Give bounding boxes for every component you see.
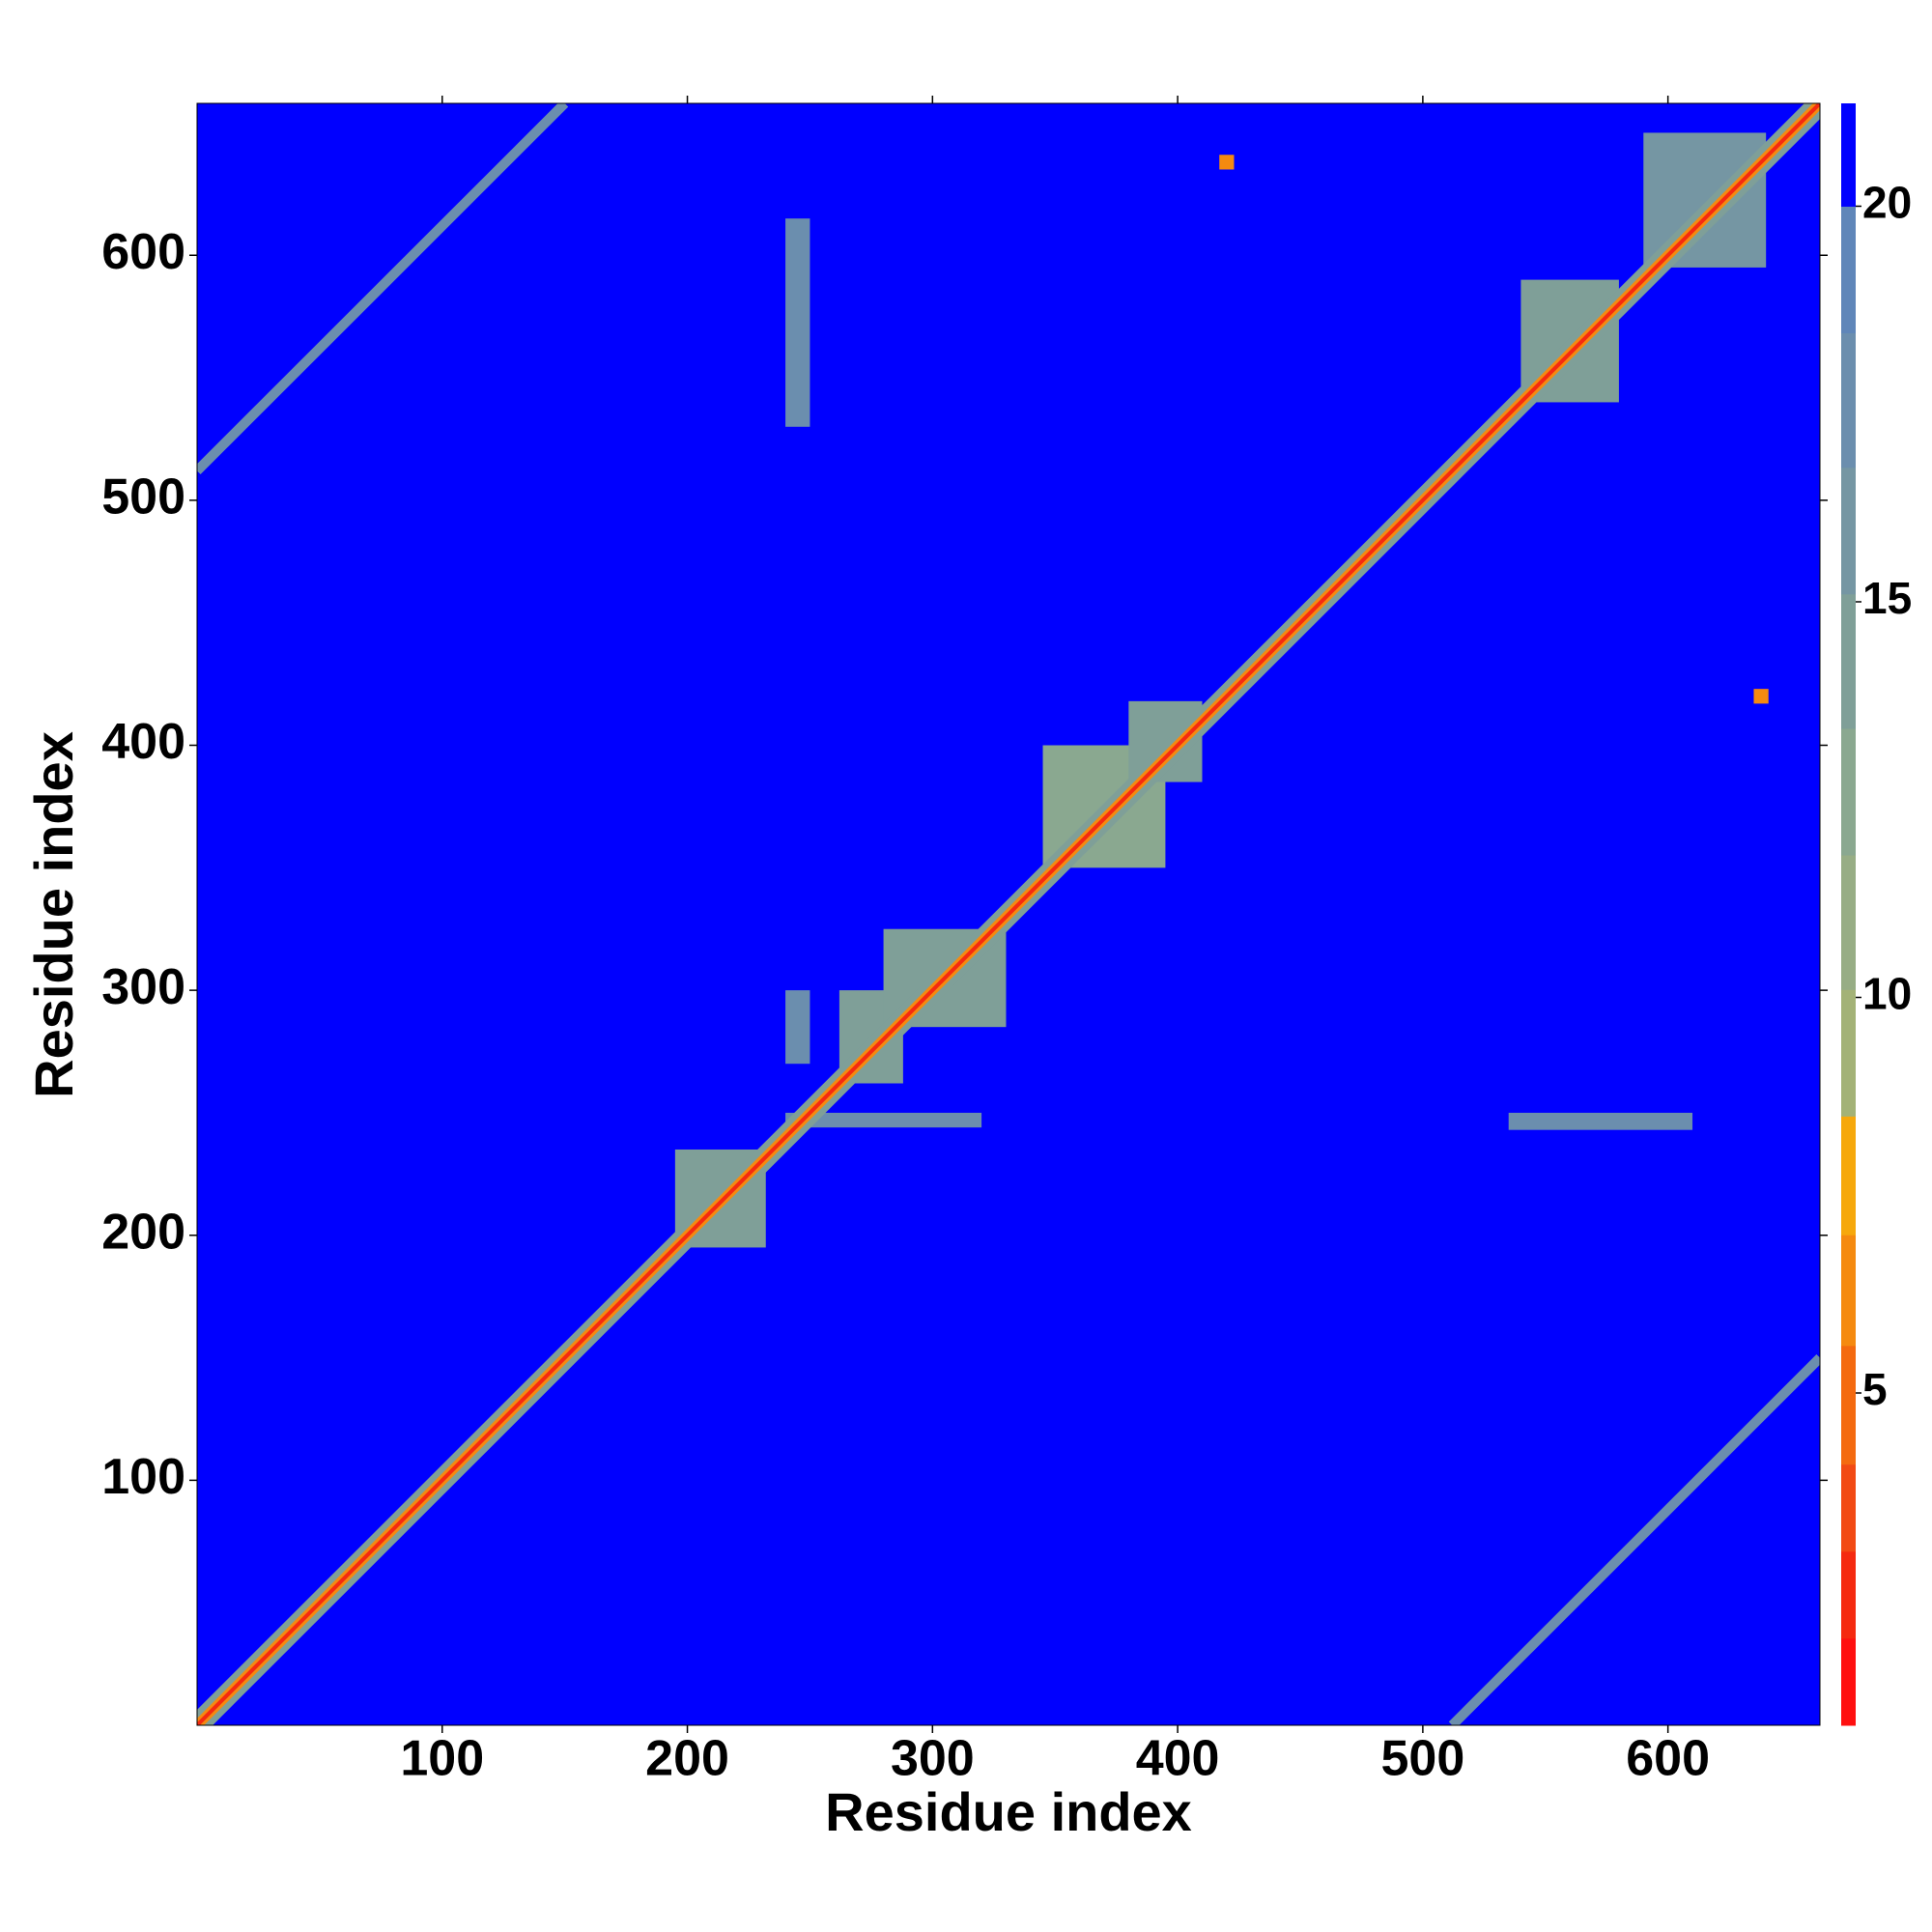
colorbar-segment	[1841, 206, 1856, 334]
contact-patch	[1753, 689, 1769, 704]
contact-patch	[785, 1112, 982, 1128]
colorbar-segment	[1841, 1235, 1856, 1347]
colorbar-segment	[1841, 1116, 1856, 1236]
plot-area	[197, 103, 1820, 1725]
contact-patch	[1508, 1112, 1693, 1130]
colorbar-segment	[1841, 1550, 1856, 1639]
y-tick-label: 400	[101, 714, 185, 770]
contact-band	[197, 103, 1820, 1725]
colorbar-segment	[1841, 1463, 1856, 1552]
colorbar-segment	[1841, 332, 1856, 469]
contact-patch	[785, 218, 810, 427]
y-tick-label: 200	[101, 1204, 185, 1260]
colorbar-segment	[1841, 467, 1856, 595]
y-axis-title: Residue index	[23, 731, 84, 1098]
contact-patch	[1219, 155, 1235, 170]
colorbar-tick-label: 20	[1862, 178, 1912, 228]
contact-patch	[785, 990, 810, 1065]
colorbar-segment	[1841, 103, 1856, 207]
colorbar-segment	[1841, 593, 1856, 729]
y-tick-label: 300	[101, 959, 185, 1015]
x-tick-label: 200	[645, 1731, 729, 1787]
colorbar-segment	[1841, 1637, 1856, 1726]
x-tick-label: 400	[1136, 1731, 1220, 1787]
x-tick-label: 300	[891, 1731, 975, 1787]
contact-band	[1448, 1353, 1820, 1725]
contact-band	[197, 103, 569, 475]
x-tick-label: 600	[1626, 1731, 1710, 1787]
colorbar-segment	[1841, 989, 1856, 1117]
colorbar-segment	[1841, 728, 1856, 856]
colorbar-segment	[1841, 855, 1856, 990]
y-tick-label: 600	[101, 224, 185, 280]
colorbar-tick-label: 5	[1862, 1364, 1888, 1414]
x-tick-label: 500	[1380, 1731, 1464, 1787]
colorbar-tick-label: 10	[1862, 969, 1912, 1019]
x-tick-label: 100	[400, 1731, 484, 1787]
y-tick-label: 100	[101, 1449, 185, 1505]
y-tick-label: 500	[101, 469, 185, 526]
x-axis-title: Residue index	[825, 1781, 1192, 1842]
colorbar-tick-label: 15	[1862, 573, 1912, 623]
plot-frame	[196, 102, 1821, 1726]
colorbar-segment	[1841, 1345, 1856, 1465]
